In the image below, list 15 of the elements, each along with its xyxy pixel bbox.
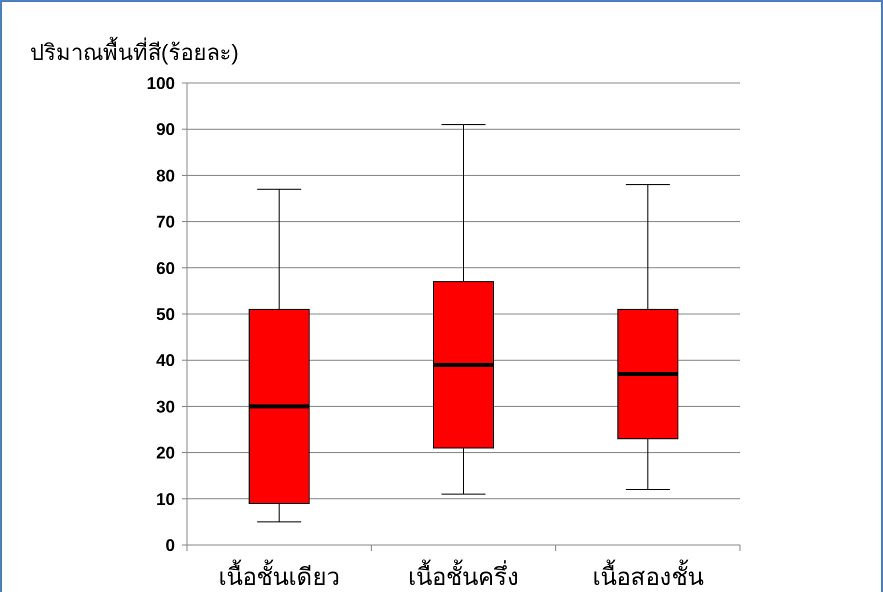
x-tick-label: เนื้อสองชั้น (592, 559, 704, 591)
y-tick-label: 80 (156, 166, 175, 186)
y-tick-label: 50 (156, 305, 175, 324)
y-tick-label: 20 (156, 444, 175, 463)
y-tick-label: 60 (156, 258, 175, 278)
y-axis-title: ปริมาณพื้นที่สี(ร้อยละ) (30, 37, 239, 65)
x-tick-label: เนื้อชั้นครึ่ง (408, 559, 519, 591)
y-tick-label: 0 (166, 536, 175, 555)
y-tick-label: 70 (156, 212, 175, 232)
y-tick-label: 10 (156, 490, 175, 509)
y-tick-label: 90 (156, 120, 175, 140)
x-tick-label: เนื้อชั้นเดียว (218, 559, 340, 591)
y-tick-label: 100 (146, 74, 175, 93)
y-tick-label: 30 (156, 397, 175, 416)
y-tick-label: 40 (156, 351, 175, 370)
